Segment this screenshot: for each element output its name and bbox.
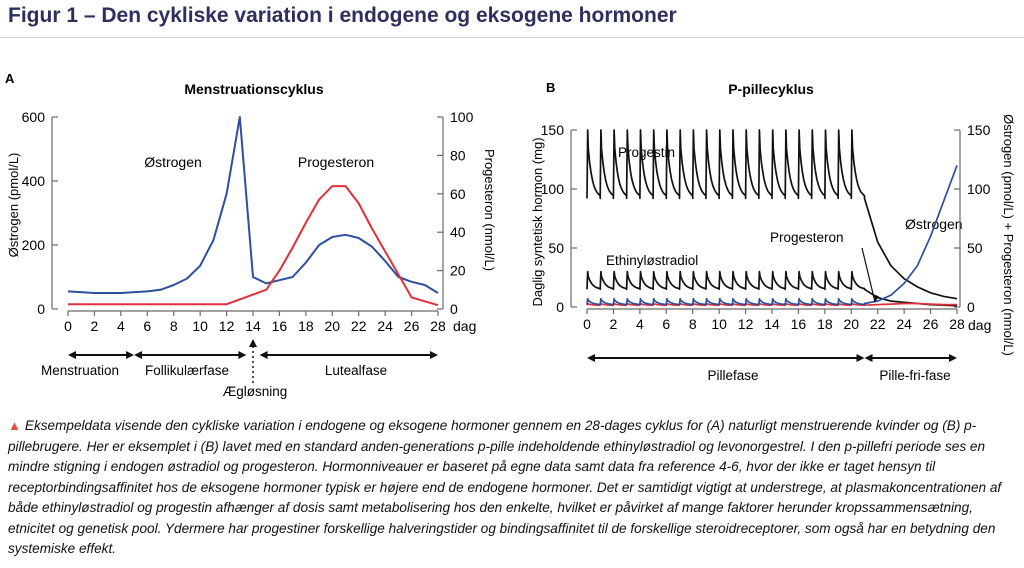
panel-a-x-tick-label: 22 xyxy=(351,318,367,334)
phase-label-menstruation: Menstruation xyxy=(41,363,119,378)
phase-label-luteal: Lutealfase xyxy=(325,363,387,378)
panel-b-x-tick-label: 20 xyxy=(843,316,859,332)
panel-a-x-tick-label: 12 xyxy=(219,318,235,334)
panel-b-phase-pillefase-arrowhead-left xyxy=(587,354,595,362)
caption-text: Eksempeldata visende den cykliske variat… xyxy=(8,418,1002,556)
panel-b-x-tick-label: 6 xyxy=(662,316,670,332)
panel-a-x-tick-label: 4 xyxy=(117,318,125,334)
panel-a-phase-lutealfase-arrowhead-right xyxy=(430,351,438,359)
panel-a-x-tick-label: 14 xyxy=(245,318,261,334)
panel-b-series-ethinyløstradiol-line xyxy=(586,270,958,307)
panel-a-y-tick-label: 400 xyxy=(22,173,46,189)
panel-b-y2-tick-label: 50 xyxy=(967,240,983,256)
figure-caption: ▲ Eksempeldata visende den cykliske varia… xyxy=(8,416,1013,560)
panel-b-ylabel: Daglig syntetisk hormon (mg) xyxy=(530,137,545,306)
panel-a-phase-follikulærfase-arrowhead-right xyxy=(238,351,247,359)
panel-b-phase-pille-fri-fase-arrowhead-left xyxy=(864,354,873,362)
panel-a-x-tick-label: 16 xyxy=(272,318,288,334)
panel-b-x-tick-label: 28 xyxy=(949,316,965,332)
panel-b-x-tick-label: 26 xyxy=(923,316,939,332)
panel-b-xlabel: dag xyxy=(968,317,991,333)
panel-b-x-tick-label: 18 xyxy=(817,316,833,332)
panel-b-series-østrogen-line xyxy=(586,165,958,306)
panel-b-y-tick-label: 50 xyxy=(548,240,564,256)
panel-b-y-tick-label: 100 xyxy=(541,181,565,197)
panel-a-x-tick-label: 24 xyxy=(377,318,393,334)
panel-a-xlabel: dag xyxy=(453,318,476,334)
panel-a-y-tick-label: 0 xyxy=(37,301,45,317)
panel-b-letter: B xyxy=(546,80,555,95)
panel-b-x-tick-label: 16 xyxy=(791,316,807,332)
panel-b-series-progestin-line xyxy=(586,129,958,300)
panel-b-y2-tick-label: 150 xyxy=(967,122,991,138)
panel-a-y2-tick-label: 100 xyxy=(450,109,474,125)
panel-b-x-tick-label: 4 xyxy=(636,316,644,332)
panel-b-label-estrogen: Østrogen xyxy=(905,216,963,232)
panel-b-x-tick-label: 10 xyxy=(711,316,727,332)
panel-b-y-tick-label: 0 xyxy=(556,299,564,315)
phase-label-follicular: Follikulærfase xyxy=(145,363,229,378)
panel-a-x-tick-label: 20 xyxy=(324,318,340,334)
title-divider xyxy=(0,37,1024,38)
panel-a-y2-tick-label: 0 xyxy=(450,301,458,317)
phase-label-pill: Pillefase xyxy=(707,368,758,383)
panel-b-y2-tick-label: 100 xyxy=(967,181,991,197)
panel-b-x-tick-label: 12 xyxy=(738,316,754,332)
panel-b-label-progesterone: Progesteron xyxy=(770,230,844,245)
panel-a-y2-tick-label: 40 xyxy=(450,224,466,240)
panel-a-x-tick-label: 28 xyxy=(430,318,446,334)
panel-a-x-tick-label: 2 xyxy=(91,318,99,334)
panel-a-x-tick-label: 26 xyxy=(404,318,420,334)
page-title: Figur 1 – Den cykliske variation i endog… xyxy=(8,4,677,27)
panel-a-title: Menstruationscyklus xyxy=(184,81,323,97)
phase-label-pill-free: Pille-fri-fase xyxy=(879,368,950,383)
panel-a-phase-follikulærfase-arrowhead-left xyxy=(134,351,143,359)
panel-b-label-ethinylestradiol: Ethinyløstradiol xyxy=(606,253,698,268)
panel-b-label-progestin: Progestin xyxy=(618,145,675,160)
panel-b-x-tick-label: 0 xyxy=(583,316,591,332)
panel-a-y2-tick-label: 60 xyxy=(450,186,466,202)
panel-a-x-tick-label: 18 xyxy=(298,318,314,334)
panel-b-x-tick-label: 2 xyxy=(610,316,618,332)
panel-a-ylabel: Østrogen (pmol/L) xyxy=(6,153,21,258)
panel-b-progesterone-leader-arrowhead xyxy=(873,294,880,303)
panel-a-letter: A xyxy=(5,71,15,86)
panel-a-x-tick-label: 10 xyxy=(192,318,208,334)
phase-label-ovulation: Ægløsning xyxy=(223,384,288,399)
panel-a-x-tick-label: 0 xyxy=(64,318,72,334)
panel-a-series-progesteron-line xyxy=(68,185,439,307)
panel-a-y-tick-label: 600 xyxy=(22,109,46,125)
panel-a-y2label: Progesteron (nmol/L) xyxy=(482,149,497,271)
panel-b-phase-pille-fri-fase-arrowhead-right xyxy=(949,354,957,362)
panel-b-y2label: Østrogen (pmol/L) + Progesteron (nmol/L) xyxy=(1001,114,1016,356)
panel-b-x-tick-label: 22 xyxy=(870,316,886,332)
panel-a-phase-menstruation-arrowhead-left xyxy=(68,351,76,359)
panel-b-phase-pillefase-arrowhead-right xyxy=(856,354,865,362)
panel-b-progesterone-leader xyxy=(861,247,876,303)
panel-b-x-tick-label: 24 xyxy=(896,316,912,332)
panel-a-label-progesterone: Progesteron xyxy=(298,154,374,170)
panel-b-y2-tick-label: 0 xyxy=(967,299,975,315)
panel-b-x-tick-label: 14 xyxy=(764,316,780,332)
panel-a-y2-tick-label: 20 xyxy=(450,263,466,279)
figure-1: A Menstruationscyklus Østrogen (pmol/L) … xyxy=(5,71,1016,399)
panel-b-y-tick-label: 150 xyxy=(541,122,565,138)
panel-a-x-tick-label: 8 xyxy=(170,318,178,334)
panel-a-series-østrogen-line xyxy=(67,116,439,294)
panel-a-phase-lutealfase-arrowhead-left xyxy=(259,351,268,359)
panel-a-phase-ægløsning-arrowhead xyxy=(249,339,257,347)
panel-a-phase-menstruation-arrowhead-right xyxy=(126,351,135,359)
caption-marker-icon: ▲ xyxy=(8,418,21,433)
panel-b-x-tick-label: 8 xyxy=(689,316,697,332)
panel-a-y-tick-label: 200 xyxy=(22,237,46,253)
panel-a-label-estrogen: Østrogen xyxy=(144,154,202,170)
panel-b-title: P-pillecyklus xyxy=(728,81,814,97)
panel-a-y2-tick-label: 80 xyxy=(450,147,466,163)
panel-a-x-tick-label: 6 xyxy=(143,318,151,334)
